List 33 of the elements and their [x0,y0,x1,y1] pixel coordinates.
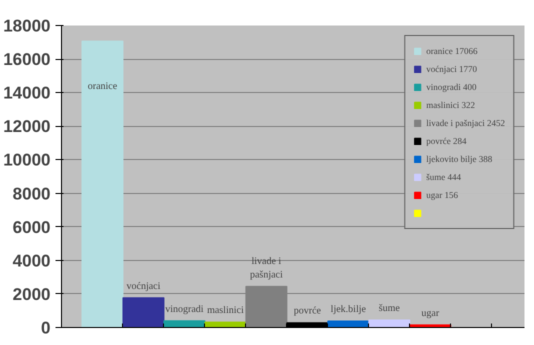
bar [368,320,410,328]
legend-label: šume 444 [426,171,462,184]
legend-label: ljekovito bilje 388 [426,153,492,166]
y-tick-label: 0 [41,318,51,338]
y-tick-label: 12000 [3,117,51,136]
data-label: povrće [294,306,322,317]
bar [327,320,370,328]
y-tick-label: 18000 [3,16,51,36]
y-tick-label: 16000 [3,50,51,70]
y-tick-label: 10000 [3,150,51,170]
legend-label: livade i pašnjaci 2452 [426,117,505,130]
data-label: voćnjaci [126,280,161,292]
legend-label: voćnjaci 1770 [426,63,478,76]
data-label: ugar [421,308,440,319]
y-tick-label: 4000 [12,251,51,270]
data-label: vinogradi [165,304,204,315]
data-label: livade i pašnjaci [250,256,283,280]
legend-label: povrće 284 [426,135,467,148]
data-label: maslinici [207,305,244,316]
y-tick-label: 6000 [12,218,51,237]
y-tick-label: 2000 [12,284,51,304]
y-tick-label: 8000 [12,184,51,204]
data-label: oranice [88,81,118,92]
legend-label: maslinici 322 [426,99,476,112]
y-tick-label: 14000 [3,84,51,103]
bar [204,322,246,328]
legend-label: ugar 156 [426,189,458,202]
data-label: ljek.bilje [330,304,367,315]
bar [122,297,164,328]
legend-label: vinogradi 400 [426,81,477,94]
data-label: šume [378,303,400,314]
legend-label: oranice 17066 [426,45,478,58]
bar [81,40,124,328]
